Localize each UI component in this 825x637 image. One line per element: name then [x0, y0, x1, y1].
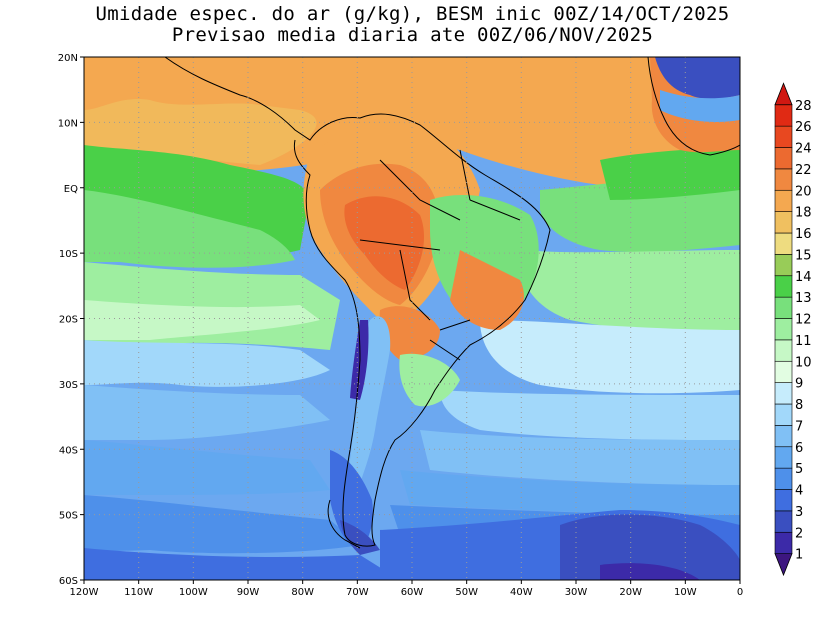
lon-tick-label: 80W: [291, 587, 314, 598]
grid-lines: [84, 57, 740, 580]
lat-tick-label: 50S: [59, 511, 78, 522]
lon-tick-label: 120W: [70, 587, 99, 598]
colorbar-label: 8: [795, 398, 803, 413]
latitude-axis: 20N 10N EQ 10S 20S 30S 40S 50S 60S: [58, 53, 84, 587]
lon-tick-label: 50W: [455, 587, 478, 598]
longitude-axis: 120W 110W 100W 90W 80W 70W 60W 50W 40W 30W 20W 10W 0: [70, 580, 743, 598]
chart-subtitle: Previsao media diaria ate 00Z/06/NOV/202…: [171, 24, 654, 46]
colorbar-cell: [774, 510, 793, 533]
colorbar-label: 28: [795, 99, 812, 114]
colorbar-cell: [774, 467, 793, 490]
colorbar-cell: [774, 125, 793, 148]
colorbar-label: 15: [795, 248, 812, 263]
colorbar-cell: [774, 360, 793, 383]
lat-tick-label: 10N: [58, 118, 78, 129]
humidity-field: [84, 57, 740, 580]
colorbar-cell: [774, 104, 793, 127]
colorbar-cell: [774, 189, 793, 212]
colorbar-label: 7: [795, 419, 803, 434]
colorbar-label: 11: [795, 334, 812, 349]
colorbar-label: 4: [795, 484, 803, 499]
colorbar-label: 13: [795, 291, 812, 306]
colorbar-cell: [774, 211, 793, 234]
colorbar-label: 24: [795, 142, 812, 157]
lon-tick-label: 70W: [346, 587, 369, 598]
lon-tick-label: 10W: [674, 587, 697, 598]
colorbar-cell: [774, 531, 793, 554]
lon-tick-label: 110W: [124, 587, 153, 598]
colorbar-label: 5: [795, 462, 803, 477]
colorbar-label: 9: [795, 377, 803, 392]
colorbar-label: 3: [795, 505, 803, 520]
colorbar-cell: [774, 425, 793, 448]
chart-title: Umidade espec. do ar (g/kg), BESM inic 0…: [95, 3, 730, 25]
lon-tick-label: 90W: [237, 587, 260, 598]
lon-tick-label: 20W: [619, 587, 642, 598]
colorbar-cell: [774, 339, 793, 362]
colorbar-label: 12: [795, 313, 812, 328]
lat-tick-label: 30S: [59, 380, 78, 391]
colorbar-cell: [774, 168, 793, 191]
colorbar-label: 1: [795, 548, 803, 563]
lat-tick-label: 20S: [59, 315, 78, 326]
colorbar-label: 16: [795, 227, 812, 242]
colorbar-max-arrow: [774, 82, 793, 106]
colorbar-label: 22: [795, 163, 812, 178]
lat-tick-label: 40S: [59, 445, 78, 456]
lon-tick-label: 0: [737, 587, 743, 598]
colorbar-cell: [774, 275, 793, 298]
colorbar-cell: [774, 403, 793, 426]
colorbar-label: 18: [795, 206, 812, 221]
lon-tick-label: 40W: [510, 587, 533, 598]
lat-tick-label: EQ: [64, 184, 78, 195]
lat-tick-label: 20N: [58, 53, 78, 64]
coastlines: [164, 57, 740, 549]
colorbar-label: 2: [795, 526, 803, 541]
lat-tick-label: 60S: [59, 576, 78, 587]
colorbar-cell: [774, 446, 793, 469]
colorbar-label: 14: [795, 270, 812, 285]
colorbar-min-arrow: [774, 553, 793, 577]
colorbar-cell: [774, 232, 793, 255]
colorbar-cell: [774, 296, 793, 319]
lon-tick-label: 100W: [179, 587, 208, 598]
colorbar-cell: [774, 318, 793, 341]
colorbar-label: 6: [795, 441, 803, 456]
colorbar-label: 26: [795, 120, 812, 135]
colorbar-label: 20: [795, 184, 812, 199]
lat-tick-label: 10S: [59, 249, 78, 260]
lon-tick-label: 60W: [401, 587, 424, 598]
colorbar-cell: [774, 382, 793, 405]
colorbar-label: 10: [795, 355, 812, 370]
colorbar-cell: [774, 489, 793, 512]
colorbar-cell: [774, 254, 793, 277]
lon-tick-label: 30W: [565, 587, 588, 598]
colorbar-cell: [774, 147, 793, 170]
